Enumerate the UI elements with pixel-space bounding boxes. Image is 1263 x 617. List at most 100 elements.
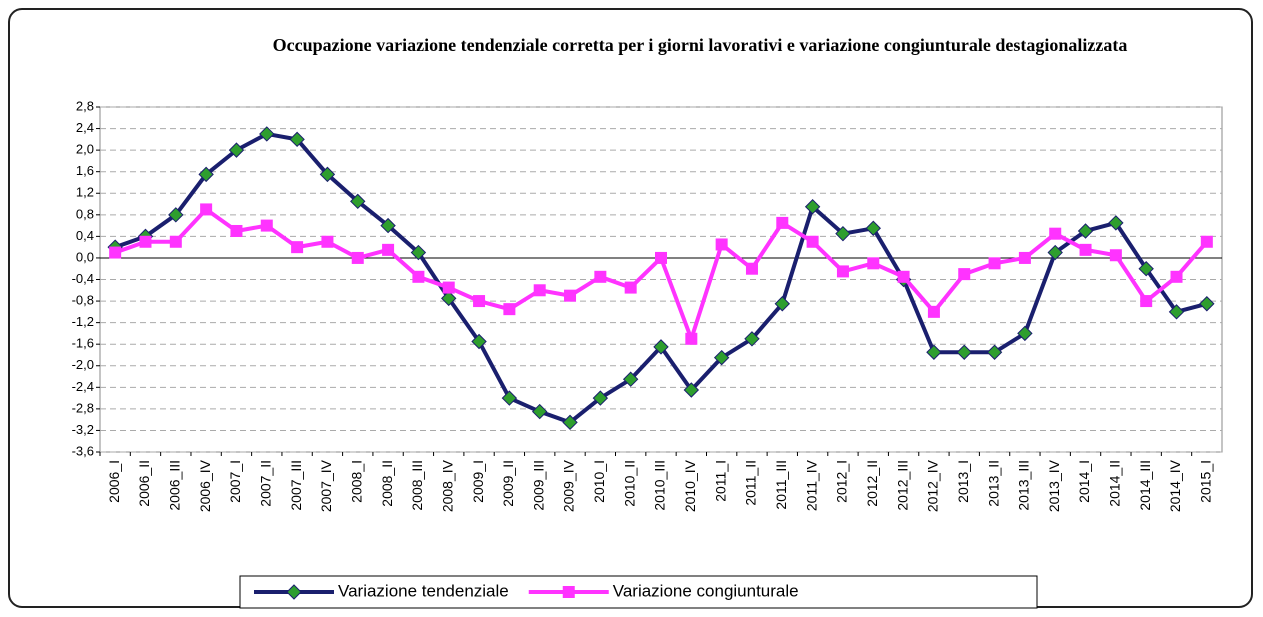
marker (531, 403, 548, 420)
marker (289, 131, 305, 148)
y-tick-label: -0,4 (72, 271, 94, 286)
marker (958, 268, 971, 281)
marker (1199, 296, 1215, 312)
marker (835, 225, 851, 242)
marker (562, 414, 578, 431)
x-tick-label: 2011_II (743, 460, 759, 506)
x-tick-label: 2008_IV (439, 459, 455, 512)
marker (230, 224, 243, 237)
marker (622, 371, 639, 387)
y-tick-label: 0,4 (76, 228, 94, 243)
x-tick-label: 2007_III (288, 460, 304, 511)
marker (410, 244, 427, 261)
marker (380, 217, 396, 234)
marker (1017, 325, 1033, 342)
y-tick-label: 1,6 (76, 163, 94, 178)
marker (200, 203, 213, 216)
y-tick-label: 2,4 (76, 120, 94, 135)
x-tick-label: 2015_I (1198, 460, 1214, 503)
marker (1079, 243, 1092, 256)
marker (685, 332, 698, 345)
marker (291, 241, 304, 254)
y-tick-label: -0,8 (72, 293, 94, 308)
x-tick-label: 2010_I (591, 460, 607, 503)
marker (441, 290, 457, 307)
marker (592, 390, 609, 406)
marker (1077, 223, 1094, 239)
x-tick-label: 2012_I (834, 460, 850, 503)
marker (1138, 261, 1154, 277)
y-tick-label: -3,2 (72, 422, 94, 437)
x-tick-label: 2014_III (1137, 460, 1153, 511)
marker (1049, 227, 1062, 240)
marker (1018, 251, 1031, 264)
marker (1108, 215, 1124, 231)
y-tick-label: -1,6 (72, 336, 94, 351)
marker (260, 219, 273, 232)
x-tick-label: 2012_II (864, 460, 880, 507)
x-tick-label: 2012_III (894, 460, 910, 511)
x-tick-label: 2010_IV (682, 459, 698, 512)
y-tick-label: 2,8 (76, 98, 94, 113)
marker (867, 257, 880, 270)
chart-title: Occupazione variazione tendenziale corre… (272, 35, 1128, 55)
x-tick-label: 2012_IV (925, 459, 941, 512)
x-tick-label: 2013_II (985, 460, 1001, 507)
marker (683, 382, 700, 398)
marker (564, 289, 577, 302)
marker (624, 281, 637, 294)
marker (168, 207, 184, 223)
marker (442, 281, 455, 294)
legend-marker (286, 584, 302, 600)
x-tick-label: 2013_III (1016, 460, 1032, 511)
marker (594, 270, 607, 283)
x-tick-label: 2014_II (1107, 460, 1123, 507)
x-tick-label: 2007_II (257, 460, 273, 507)
y-tick-label: 1,2 (76, 185, 94, 200)
x-tick-label: 2008_I (348, 460, 364, 503)
marker (1168, 304, 1185, 320)
x-tick-label: 2010_III (652, 460, 668, 511)
marker (169, 235, 182, 248)
marker (503, 303, 516, 316)
marker (1047, 244, 1063, 261)
x-tick-label: 2006_II (136, 460, 152, 507)
marker (228, 142, 245, 158)
marker (1140, 295, 1153, 308)
y-tick-label: 0,0 (76, 249, 94, 264)
y-tick-label: -3,6 (72, 443, 94, 458)
marker (1109, 249, 1122, 262)
marker (321, 235, 334, 248)
y-tick-label: -1,2 (72, 314, 94, 329)
marker (806, 235, 819, 248)
y-tick-label: -2,0 (72, 357, 94, 372)
x-tick-label: 2014_I (1076, 460, 1092, 503)
y-tick-label: 2,0 (76, 142, 94, 157)
marker (109, 246, 122, 259)
marker (198, 166, 214, 183)
marker (382, 243, 395, 256)
x-tick-label: 2007_IV (318, 459, 334, 512)
y-tick-label: -2,4 (72, 379, 94, 394)
marker (351, 251, 364, 264)
y-tick-label: 0,8 (76, 206, 94, 221)
marker (926, 344, 942, 360)
x-tick-label: 2014_IV (1167, 459, 1183, 512)
marker (744, 331, 760, 347)
x-tick-label: 2008_II (379, 460, 395, 507)
y-tick-label: -2,8 (72, 400, 94, 415)
marker (471, 333, 487, 350)
x-tick-label: 2006_IV (197, 459, 213, 512)
marker (927, 305, 940, 318)
legend: Variazione tendenziale Variazione congiun… (239, 575, 1038, 609)
marker (473, 295, 486, 308)
marker (986, 344, 1003, 360)
x-tick-label: 2009_III (530, 460, 546, 511)
marker (1200, 235, 1213, 248)
marker (713, 349, 730, 366)
legend-label: Variazione congiunturale (613, 581, 799, 600)
marker (653, 339, 669, 355)
marker (259, 126, 275, 142)
